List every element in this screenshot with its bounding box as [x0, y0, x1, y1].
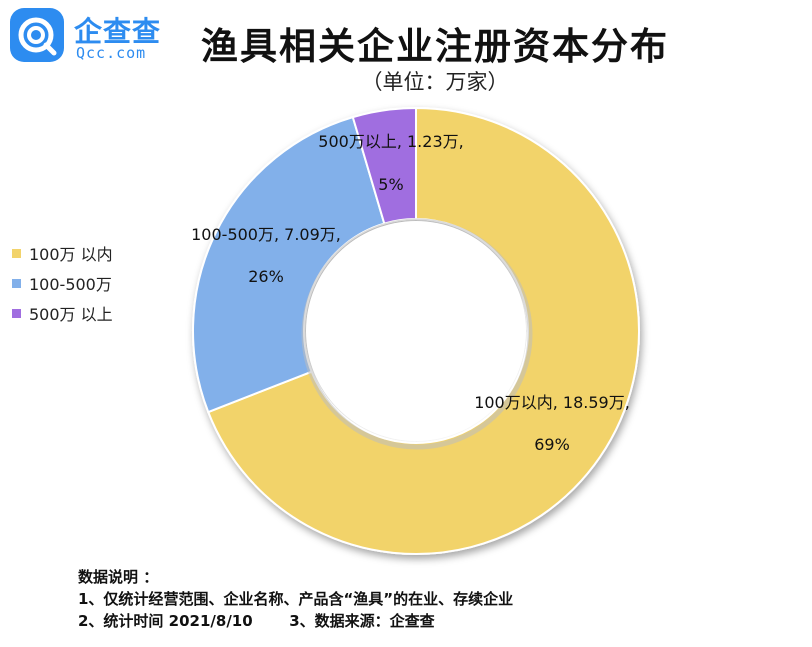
legend-item-over-500: 500万 以上: [12, 298, 113, 328]
data-label-name-value: 100-500万, 7.09万,: [191, 225, 341, 244]
donut-inner-shadow: [301, 218, 533, 450]
legend-label: 500万 以上: [29, 305, 113, 324]
logo-en-text: Qcc.com: [76, 44, 147, 62]
qcc-logo-icon: [10, 8, 64, 62]
legend-label: 100-500万: [29, 275, 112, 294]
logo-cn-text: 企查查: [74, 15, 162, 48]
notes-heading: 数据说明 ：: [78, 568, 159, 586]
notes-line-2: 2、统计时间 2021/8/10 3、数据来源：企查查: [78, 612, 435, 630]
legend-swatch: [12, 308, 21, 318]
chart-unit: （单位：万家）: [361, 70, 509, 94]
data-label-percent: 5%: [378, 175, 403, 194]
data-notes: 数据说明 ： 1、仅统计经营范围、企业名称、产品含“渔具”的在业、存续企业 2、统计…: [78, 566, 513, 632]
legend-item-100-500: 100-500万: [12, 268, 113, 298]
data-label-name-value: 500万以上, 1.23万,: [318, 132, 463, 151]
legend-swatch: [12, 248, 21, 258]
chart-legend: 100万 以内 100-500万 500万 以上: [12, 238, 113, 328]
legend-label: 100万 以内: [29, 245, 113, 264]
legend-item-under-100: 100万 以内: [12, 238, 113, 268]
chart-title: 渔具相关企业注册资本分布: [201, 25, 669, 68]
data-label-name-value: 100万以内, 18.59万,: [474, 393, 630, 412]
donut-slices: [192, 106, 640, 555]
donut-hole: [306, 221, 526, 441]
legend-swatch: [12, 278, 21, 288]
data-label-percent: 26%: [248, 267, 284, 286]
data-label-percent: 69%: [534, 435, 570, 454]
notes-line-1: 1、仅统计经营范围、企业名称、产品含“渔具”的在业、存续企业: [78, 590, 514, 608]
